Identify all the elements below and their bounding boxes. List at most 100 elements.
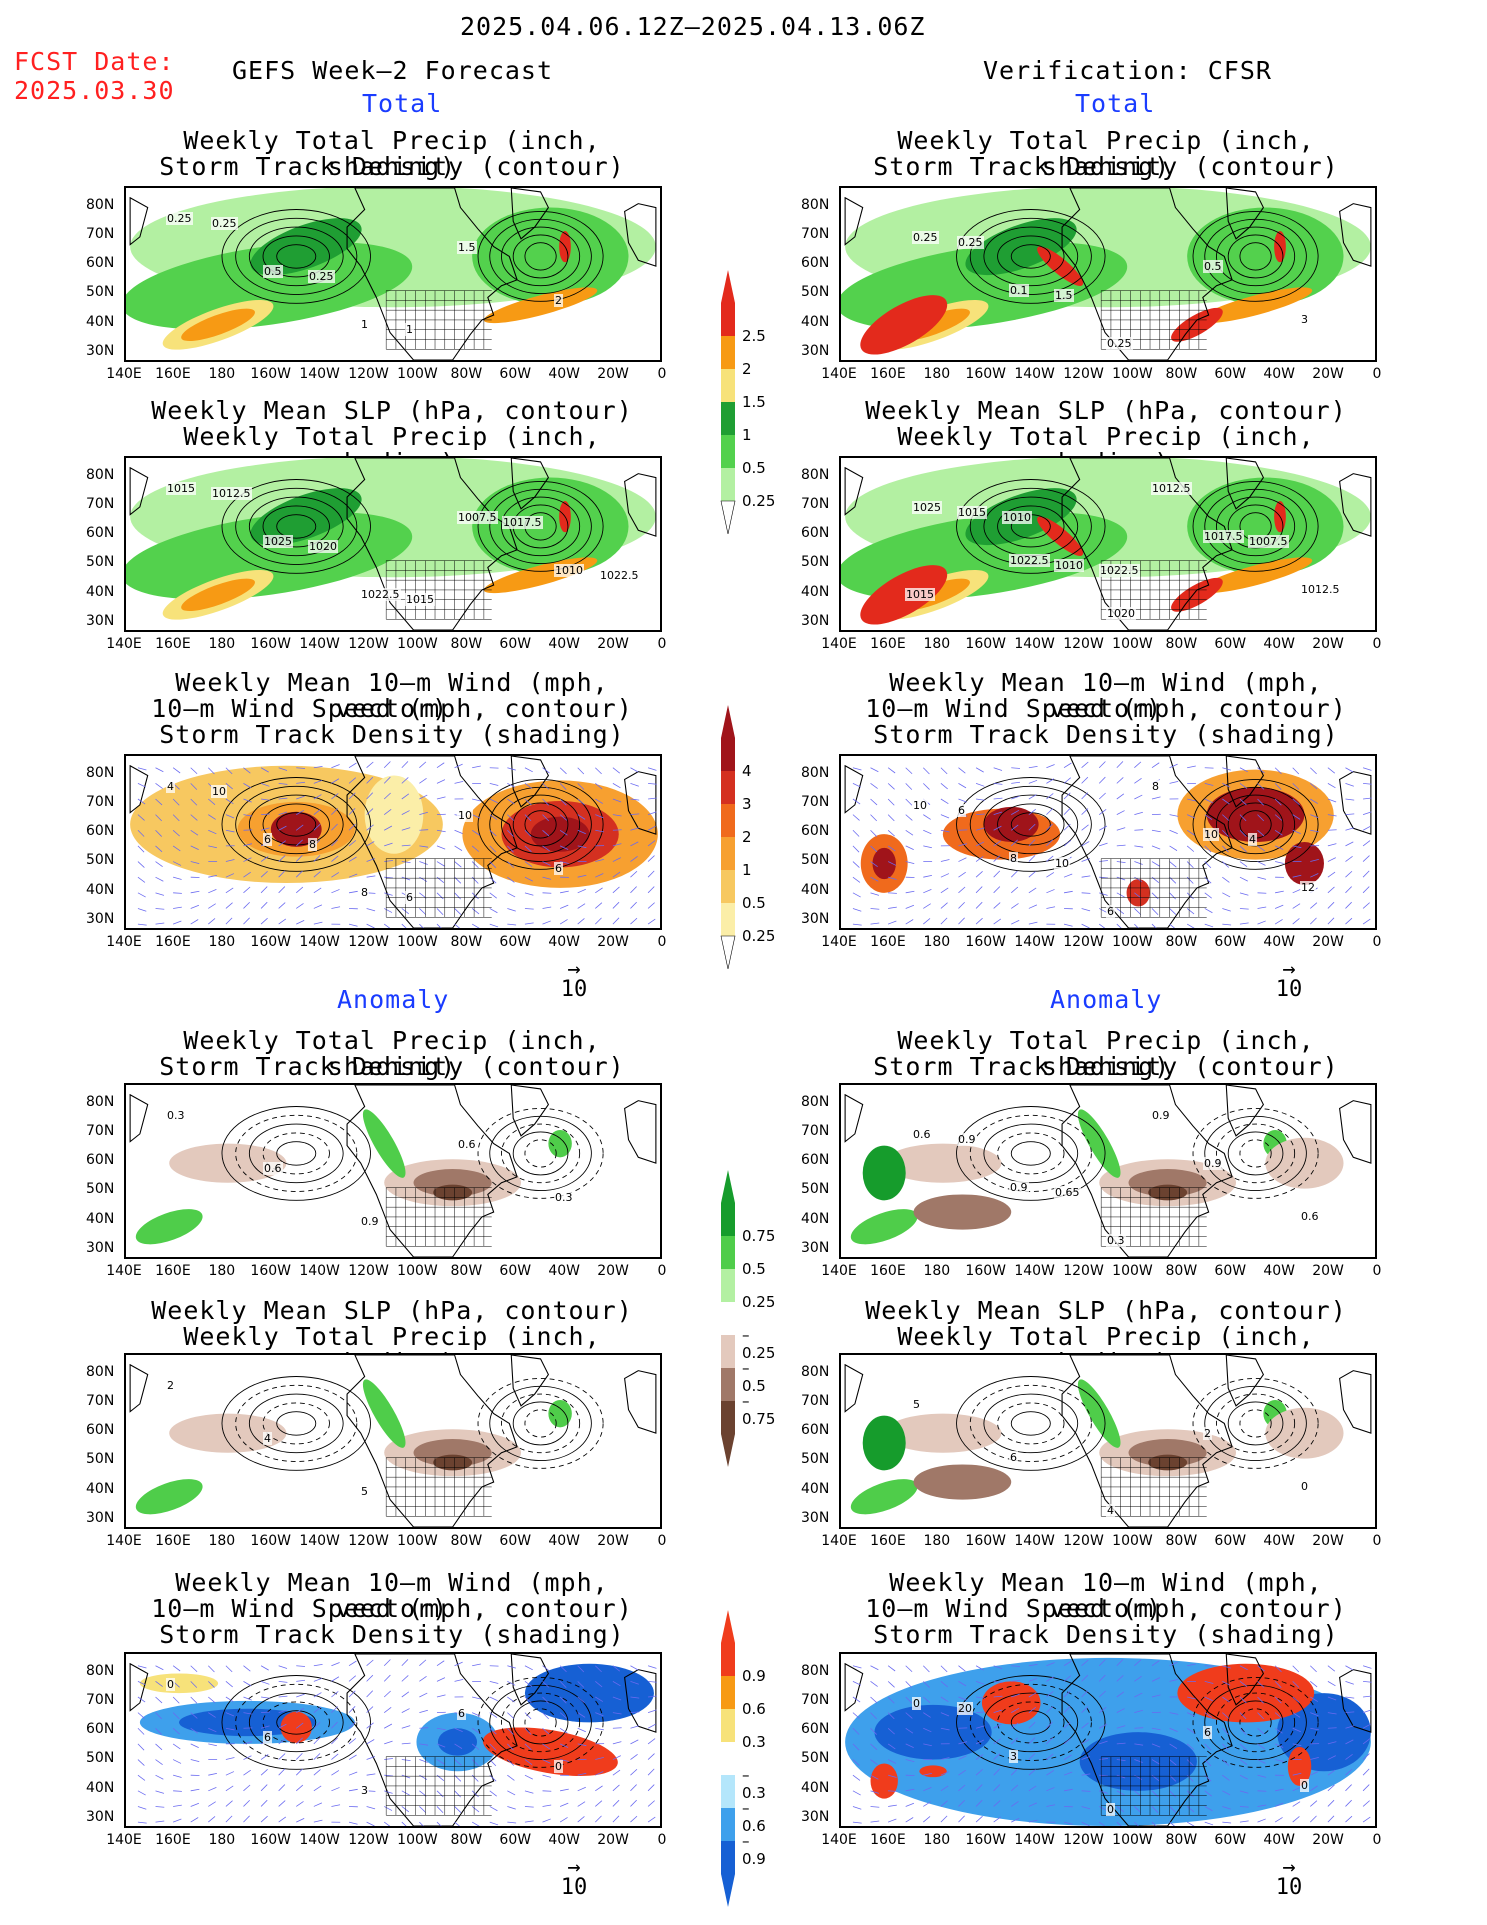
forecast-column-title: GEFS Week–2 Forecast — [232, 56, 554, 85]
map-field — [129, 1654, 657, 1826]
latitude-label: 40N — [801, 882, 830, 898]
panel-title-5-1-line-1: 10–m Wind Speed (mph, contour) — [865, 1594, 1347, 1623]
longitude-label: 160W — [965, 1832, 1007, 1848]
latitude-label: 40N — [86, 584, 115, 600]
contour-label: 0 — [912, 1697, 921, 1710]
longitude-label: 80W — [1165, 1832, 1198, 1848]
panel-title-2-0-line-2: Storm Track Density (shading) — [159, 720, 625, 749]
latitude-label: 50N — [86, 554, 115, 570]
longitude-label: 60W — [1214, 636, 1247, 652]
asia-outline — [129, 466, 149, 516]
colorbar-top-arrow — [721, 270, 735, 303]
longitude-label: 40W — [548, 1533, 581, 1549]
contour-label: 6 — [554, 862, 563, 875]
contour-label: 1017.5 — [502, 516, 543, 529]
latitude-label: 60N — [86, 1152, 115, 1168]
map-panel-2-forecast: 4 6 8 10 6 10 8 6 — [124, 754, 662, 930]
panel-title-0-0-line-0: Weekly Total Precip (inch, shading) — [183, 126, 601, 181]
contour-label: 2 — [166, 1379, 175, 1392]
contour-label: 1010 — [1002, 511, 1032, 524]
latitude-label: 70N — [801, 1393, 830, 1409]
contour-label: 6 — [957, 804, 966, 817]
longitude-label: 80W — [1165, 636, 1198, 652]
greenland-outline — [510, 1355, 550, 1407]
latitude-label: 40N — [86, 1211, 115, 1227]
contour-label: 0.25 — [957, 236, 984, 249]
colorbar-label: 0.25 — [742, 1293, 776, 1311]
longitude-label: 20W — [597, 366, 629, 382]
colorbar-top-arrow — [721, 1170, 735, 1203]
latitude-label: 50N — [801, 1181, 830, 1197]
greenland-outline — [1225, 1085, 1265, 1137]
longitude-label: 160E — [155, 1533, 191, 1549]
contour-label: 1015 — [905, 588, 935, 601]
latitude-label: 70N — [86, 1393, 115, 1409]
greenland-outline — [510, 1654, 550, 1706]
longitude-label: 180 — [923, 934, 951, 950]
map-field — [844, 1085, 1372, 1257]
europe-outline — [624, 1669, 657, 1733]
contour-label: 1015 — [166, 482, 196, 495]
vector-reference-value: 10 — [1275, 977, 1303, 1002]
verification-column-title: Verification: CFSR — [983, 56, 1272, 85]
contour-label: 0 — [166, 1678, 175, 1691]
longitude-label: 120W — [1063, 366, 1104, 382]
longitude-label: 160W — [250, 934, 292, 950]
panel-title-2-0-line-1: 10–m Wind Speed (mph, contour) — [151, 694, 633, 723]
greenland-outline — [1225, 1654, 1265, 1706]
colorbar-label: –0.9 — [742, 1832, 766, 1868]
longitude-label: 100W — [1112, 366, 1153, 382]
colorbar-bottom-arrow — [720, 500, 736, 534]
contour-label: 1010 — [554, 564, 584, 577]
longitude-label: 180 — [923, 1832, 951, 1848]
latitude-label: 80N — [86, 765, 115, 781]
longitude-label: 120W — [1063, 1263, 1104, 1279]
contour-label: 3 — [360, 1784, 369, 1797]
longitude-label: 180 — [208, 636, 236, 652]
latitude-label: 70N — [86, 496, 115, 512]
longitude-label: 140W — [1014, 1533, 1055, 1549]
longitude-label: 40W — [548, 636, 581, 652]
longitude-label: 160E — [155, 934, 191, 950]
longitude-label: 140E — [821, 1533, 857, 1549]
longitude-label: 120W — [1063, 1832, 1104, 1848]
latitude-label: 50N — [86, 1750, 115, 1766]
contour-label: 1 — [405, 323, 414, 336]
longitude-label: 80W — [450, 1263, 483, 1279]
panel-title-1-0-line-0: Weekly Mean SLP (hPa, contour) — [151, 396, 633, 425]
longitude-label: 160W — [965, 1533, 1007, 1549]
contour-label: 6 — [263, 1731, 272, 1744]
longitude-label: 120W — [348, 636, 389, 652]
longitude-label: 180 — [208, 1533, 236, 1549]
longitude-label: 80W — [450, 1533, 483, 1549]
contour-label: 6 — [263, 833, 272, 846]
longitude-label: 160E — [155, 366, 191, 382]
longitude-label: 100W — [397, 1533, 438, 1549]
contour-label: 8 — [1009, 852, 1018, 865]
longitude-label: 40W — [1263, 366, 1296, 382]
map-panel-0-verification: 0.25 0.1 0.25 0.5 3 0.25 1.5 — [839, 186, 1377, 362]
map-panel-2-verification: 10 8 6 10 12 6 10 8 4 — [839, 754, 1377, 930]
europe-outline — [1339, 771, 1372, 835]
longitude-label: 160E — [870, 1533, 906, 1549]
latitude-label: 80N — [801, 1663, 830, 1679]
latitude-label: 30N — [86, 1510, 115, 1526]
longitude-label: 140E — [821, 934, 857, 950]
latitude-label: 70N — [801, 1123, 830, 1139]
contour-label: 1022.5 — [360, 588, 401, 601]
asia-outline — [129, 1093, 149, 1143]
contour-label: 0.6 — [1300, 1210, 1320, 1223]
contour-label: 0 — [554, 1760, 563, 1773]
contour-label: 1010 — [1054, 559, 1084, 572]
longitude-label: 140E — [821, 1263, 857, 1279]
longitude-label: 120W — [1063, 636, 1104, 652]
latitude-label: 80N — [801, 467, 830, 483]
latitude-label: 70N — [801, 496, 830, 512]
colorbar-segment — [721, 738, 735, 771]
map-field — [129, 1355, 657, 1527]
longitude-label: 80W — [450, 636, 483, 652]
longitude-label: 160E — [155, 1263, 191, 1279]
longitude-label: 120W — [1063, 934, 1104, 950]
colorbar-segment — [721, 804, 735, 837]
greenland-outline — [510, 1085, 550, 1137]
